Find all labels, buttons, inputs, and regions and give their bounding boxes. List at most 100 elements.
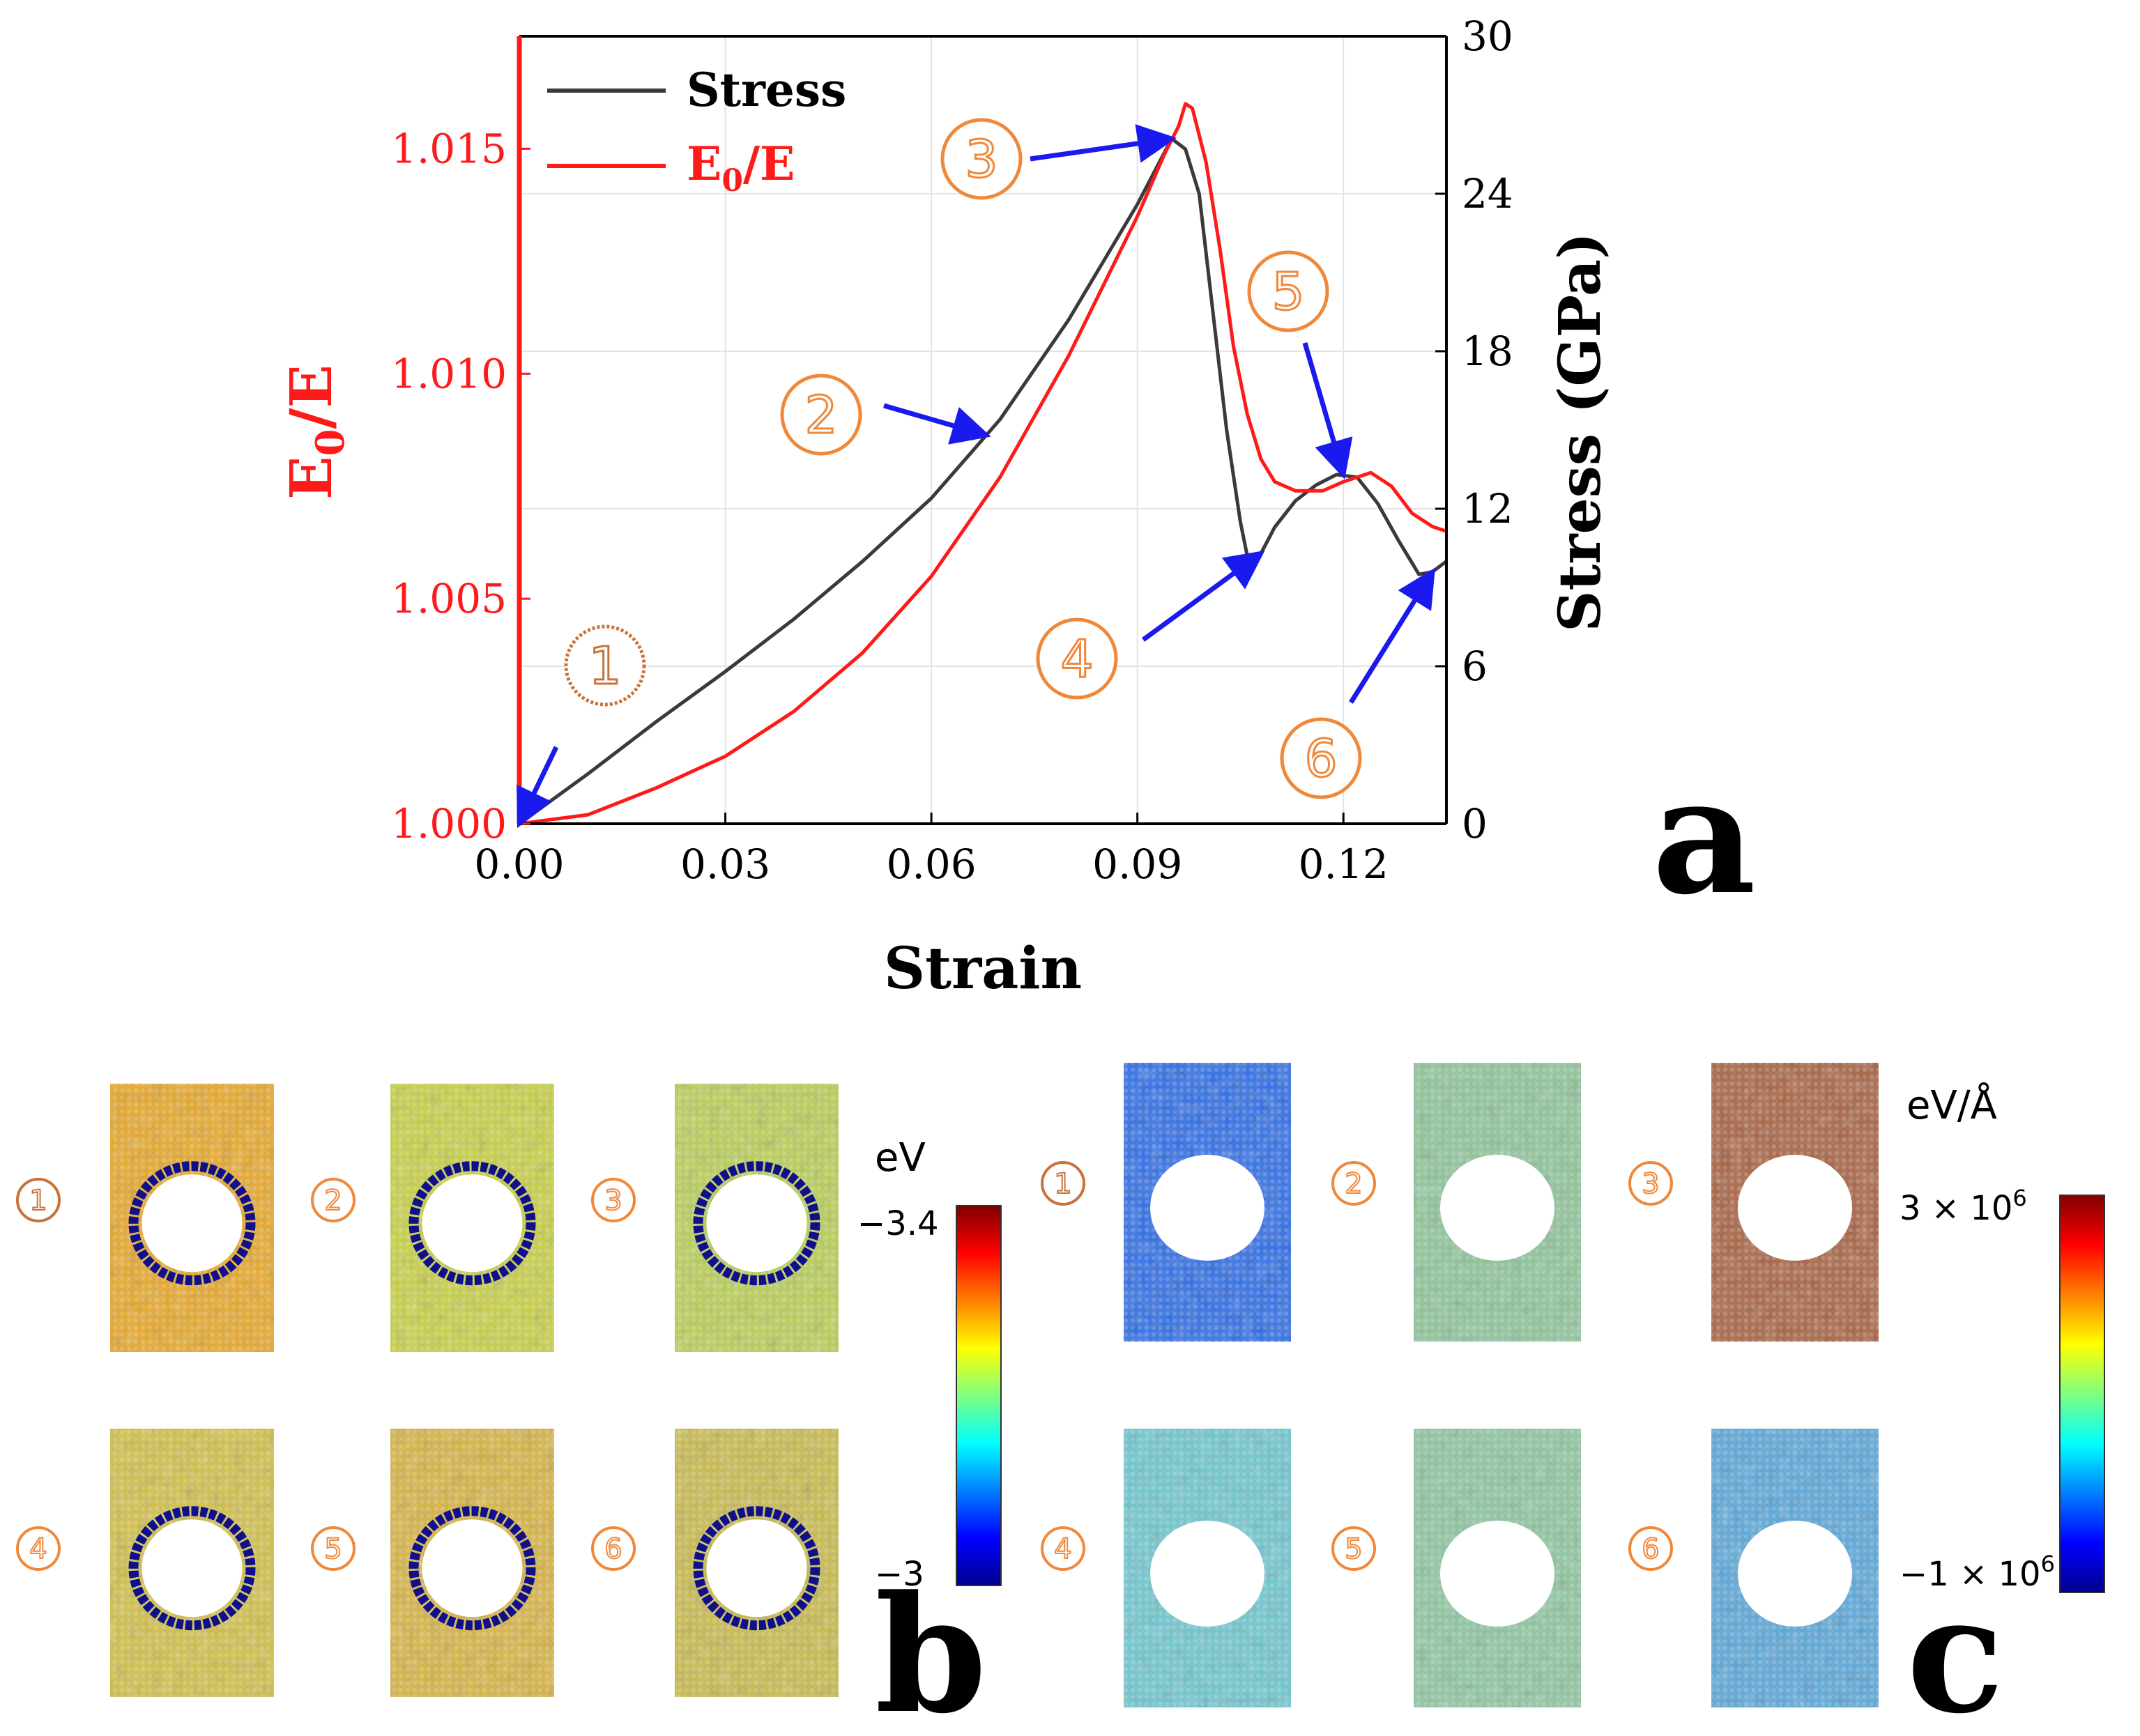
snapshot-label: 1 — [1054, 1168, 1071, 1200]
snapshot-hole — [1738, 1155, 1852, 1261]
right-tick-label: 18 — [1462, 328, 1513, 375]
snapshot-hole — [422, 1174, 523, 1273]
panel-c-snapshot-5: 5 — [1331, 1429, 1581, 1707]
right-axis-ticks: 0 6 12 18 24 30 — [1435, 13, 1513, 847]
panel-b-snapshot-5: 5 — [311, 1429, 554, 1697]
snapshot-label-circle — [1041, 1526, 1085, 1571]
panel-b-snapshot-6: 6 — [591, 1429, 839, 1697]
left-axis-ticks: 1.000 1.005 1.010 1.015 — [391, 125, 530, 847]
snapshot-label-circle — [1628, 1161, 1673, 1206]
legend: Stress E0/E — [547, 63, 846, 199]
annotation-number: 4 — [1060, 629, 1093, 689]
panel-c-min-base: −1 × 10 — [1900, 1555, 2041, 1594]
annotation-arrow — [517, 746, 559, 829]
snapshot-label-circle — [1331, 1161, 1376, 1206]
snapshot-hole — [706, 1519, 807, 1618]
annotation-arrow — [1302, 342, 1353, 479]
snapshot-hole-rim — [693, 1161, 820, 1286]
snapshot-label: 3 — [1642, 1168, 1659, 1200]
snapshot-hole-rim — [128, 1161, 256, 1286]
legend-stress-label: Stress — [687, 63, 846, 117]
panel-b-snapshot-4: 4 — [16, 1429, 274, 1697]
snapshot-hole — [1738, 1521, 1852, 1627]
annotation-circle — [1247, 250, 1329, 332]
x-tick-label: 0.00 — [474, 840, 564, 888]
x-axis-ticks: 0.00 0.03 0.06 0.09 0.12 — [474, 813, 1389, 888]
x-tick-label: 0.12 — [1299, 840, 1389, 888]
panel-a-chart: 0.00 0.03 0.06 0.09 0.12 1.000 1.005 1.010 1.01… — [278, 13, 1756, 1002]
panel-c-max-base: 3 × 10 — [1900, 1189, 2012, 1228]
snapshot-label-circle — [311, 1526, 356, 1571]
snapshot-hole — [1440, 1155, 1554, 1261]
panel-c-stress-snapshots: 1 2 3 4 5 6 — [1041, 1063, 1879, 1707]
x-tick-label: 0.06 — [887, 840, 977, 888]
x-axis-label: Strain — [884, 935, 1082, 1002]
panel-c-colorbar-max: 3 × 106 — [1900, 1185, 2027, 1228]
snapshot-label: 5 — [324, 1533, 342, 1565]
right-tick-label: 24 — [1462, 170, 1513, 217]
panel-b-snapshot-1: 1 — [16, 1084, 274, 1352]
legend-e0e-sub: 0 — [721, 163, 743, 199]
snapshot-label-circle — [1041, 1161, 1085, 1206]
panel-b-unit: eV — [875, 1135, 926, 1181]
legend-e0e-main: E — [687, 137, 721, 191]
series-line-stress — [518, 137, 1448, 826]
left-axis-label-sub: 0 — [307, 429, 353, 456]
panel-label-b: b — [875, 1561, 987, 1736]
annotation-arrow — [1349, 567, 1436, 704]
snapshot-label: 4 — [1054, 1533, 1071, 1565]
snapshot-label-circle — [16, 1178, 61, 1222]
right-axis-label: Stress (GPa) — [1547, 232, 1614, 632]
snapshot-label-circle — [16, 1526, 61, 1571]
annotation-number: 1 — [588, 636, 621, 696]
annotation-number: 3 — [965, 130, 998, 190]
panel-c-colorbar-min: −1 × 106 — [1900, 1551, 2055, 1594]
annotation-arrow — [1030, 124, 1177, 163]
panel-label-c: c — [1906, 1561, 2004, 1736]
annotation-number: 6 — [1304, 729, 1337, 789]
left-tick-label: 1.010 — [391, 350, 507, 397]
snapshot-hole-rim — [128, 1506, 256, 1631]
panel-c-unit: eV/Å — [1906, 1082, 1997, 1128]
panel-b-colorbar-gradient — [956, 1205, 1002, 1586]
annotation-circle — [1036, 617, 1118, 700]
x-tick-label: 0.03 — [680, 840, 770, 888]
right-tick-label: 30 — [1462, 13, 1513, 60]
panel-c-snapshot-3: 3 — [1628, 1063, 1879, 1342]
series-line-e0e — [519, 102, 1447, 826]
panel-b-colorbar: eV −3.4 −3 — [857, 1135, 1002, 1594]
right-tick-label: 0 — [1462, 800, 1488, 847]
annotation-number: 5 — [1271, 262, 1304, 322]
left-tick-label: 1.005 — [391, 575, 507, 622]
panel-b-snapshot-3: 3 — [591, 1084, 839, 1352]
annotation-circle — [1280, 717, 1362, 799]
left-axis-label-rest: /E — [278, 364, 345, 429]
snapshot-hole — [422, 1519, 523, 1618]
snapshot-hole — [706, 1174, 807, 1273]
panel-label-a: a — [1652, 742, 1756, 930]
annotation-circle — [940, 118, 1023, 200]
left-tick-label: 1.000 — [391, 800, 507, 847]
legend-e0e-label: E0/E — [687, 137, 795, 199]
snapshot-hole — [142, 1174, 243, 1273]
panel-c-snapshot-4: 4 — [1041, 1429, 1291, 1707]
snapshot-hole — [1440, 1521, 1554, 1627]
annotation-number: 2 — [804, 385, 837, 445]
panel-c-snapshot-6: 6 — [1628, 1429, 1879, 1707]
right-tick-label: 12 — [1462, 485, 1513, 532]
snapshot-label-circle — [591, 1178, 636, 1222]
annotation-circle — [780, 374, 862, 456]
snapshot-label-circle — [1331, 1526, 1376, 1571]
annotation-3: 3 — [940, 118, 1177, 200]
snapshot-label: 2 — [324, 1185, 342, 1217]
series-layer — [518, 102, 1448, 826]
grid-lines — [519, 36, 1446, 824]
snapshot-label: 6 — [1642, 1533, 1659, 1565]
annotation-5: 5 — [1247, 250, 1353, 479]
snapshot-hole — [1150, 1155, 1264, 1261]
panel-c-min-exp: 6 — [2041, 1551, 2055, 1577]
panel-b-colorbar-min: −3 — [875, 1555, 924, 1594]
annotation-2: 2 — [780, 374, 991, 456]
annotation-circle — [564, 624, 646, 707]
